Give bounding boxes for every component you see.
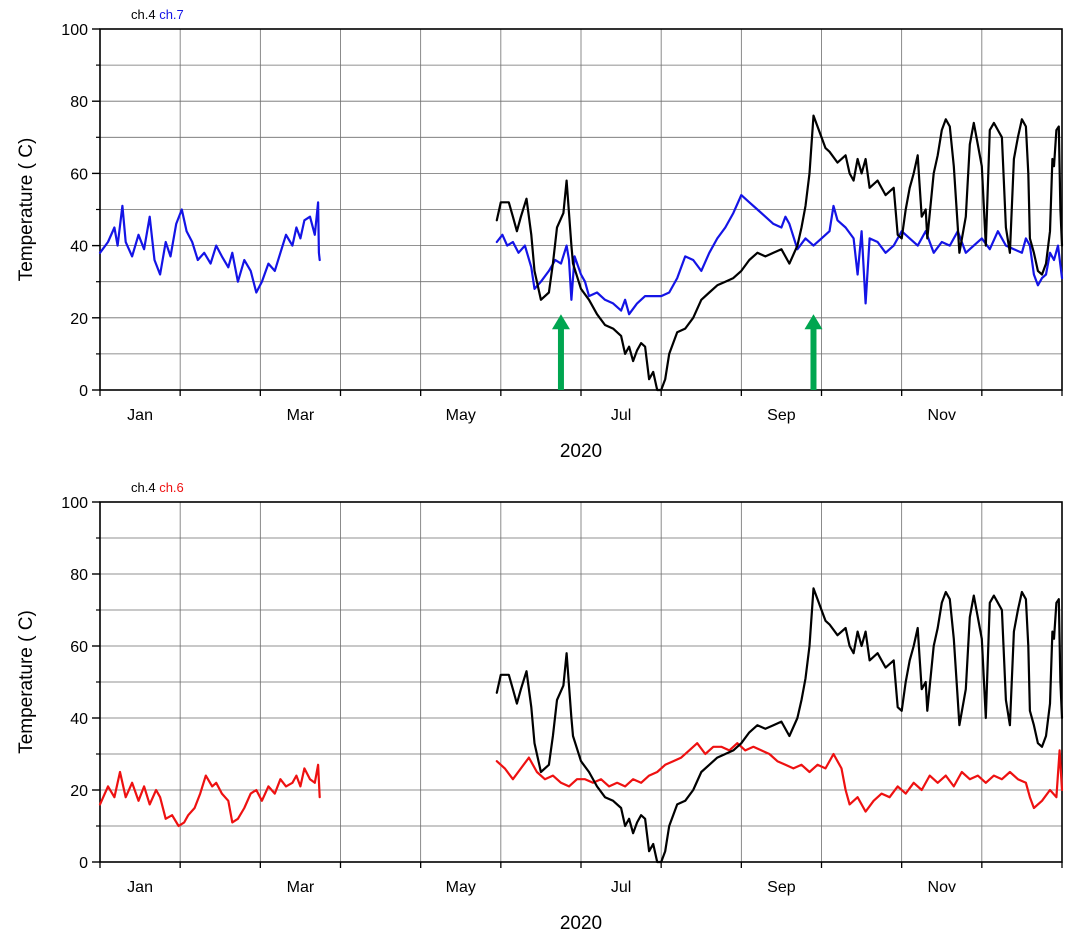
y-axis-label: Temperature ( C) (16, 610, 37, 754)
y-tick-label: 40 (70, 711, 88, 728)
annotation-arrow-1 (551, 314, 570, 390)
panel-top-ch4-ch7: 0 20 40 60 80 100 Jan Mar May Jul Sep Nov 2020 Temper… (16, 7, 1064, 462)
annotation-arrow-2 (804, 314, 823, 390)
series-line-ch-4 (495, 587, 1064, 864)
x-tick-label-sep: Sep (767, 879, 796, 896)
x-axis-label: 2020 (560, 441, 602, 462)
y-tick-label: 0 (79, 383, 88, 400)
x-tick-label-jan: Jan (127, 407, 153, 424)
series-line-ch-6 (98, 742, 1064, 828)
y-tick-label: 40 (70, 239, 88, 256)
grid (100, 29, 1062, 390)
x-tick-label-jan: Jan (127, 879, 153, 896)
panel-bottom-ch4-ch6: 0 20 40 60 80 100 Jan Mar May Jul Sep Nov 2020 Temper… (16, 480, 1064, 934)
x-tick-label-nov: Nov (928, 879, 956, 896)
x-tick-label-nov: Nov (928, 407, 956, 424)
arrow-head (551, 314, 570, 330)
y-tick-label: 20 (70, 311, 88, 328)
y-tick-label: 60 (70, 639, 88, 656)
x-tick-label-mar: Mar (287, 407, 315, 424)
x-tick-label-jul: Jul (611, 407, 631, 424)
x-tick-label-may: May (446, 879, 476, 896)
x-tick-label-may: May (446, 407, 476, 424)
x-tick-label-sep: Sep (767, 407, 796, 424)
x-axis-label: 2020 (560, 913, 602, 934)
legend-entry-ch-4: ch.4 (131, 7, 156, 22)
x-tick-label-mar: Mar (287, 879, 315, 896)
y-tick-label: 80 (70, 94, 88, 111)
series-line-ch-4 (495, 114, 1064, 392)
y-tick-label: 80 (70, 567, 88, 584)
grid (100, 502, 1062, 862)
legend: ch.4 ch.7 (131, 7, 184, 22)
legend-entry-ch-6: ch.6 (156, 480, 184, 495)
y-tick-label: 0 (79, 855, 88, 872)
legend-entry-ch-7: ch.7 (156, 7, 184, 22)
arrow-head (804, 314, 823, 330)
x-tick-label-jul: Jul (611, 879, 631, 896)
y-tick-label: 20 (70, 783, 88, 800)
legend-entry-ch-4: ch.4 (131, 480, 156, 495)
legend: ch.4 ch.6 (131, 480, 184, 495)
y-tick-label: 100 (61, 22, 88, 39)
y-axis-label: Temperature ( C) (16, 138, 37, 282)
y-tick-label: 100 (61, 495, 88, 512)
y-tick-label: 60 (70, 166, 88, 183)
